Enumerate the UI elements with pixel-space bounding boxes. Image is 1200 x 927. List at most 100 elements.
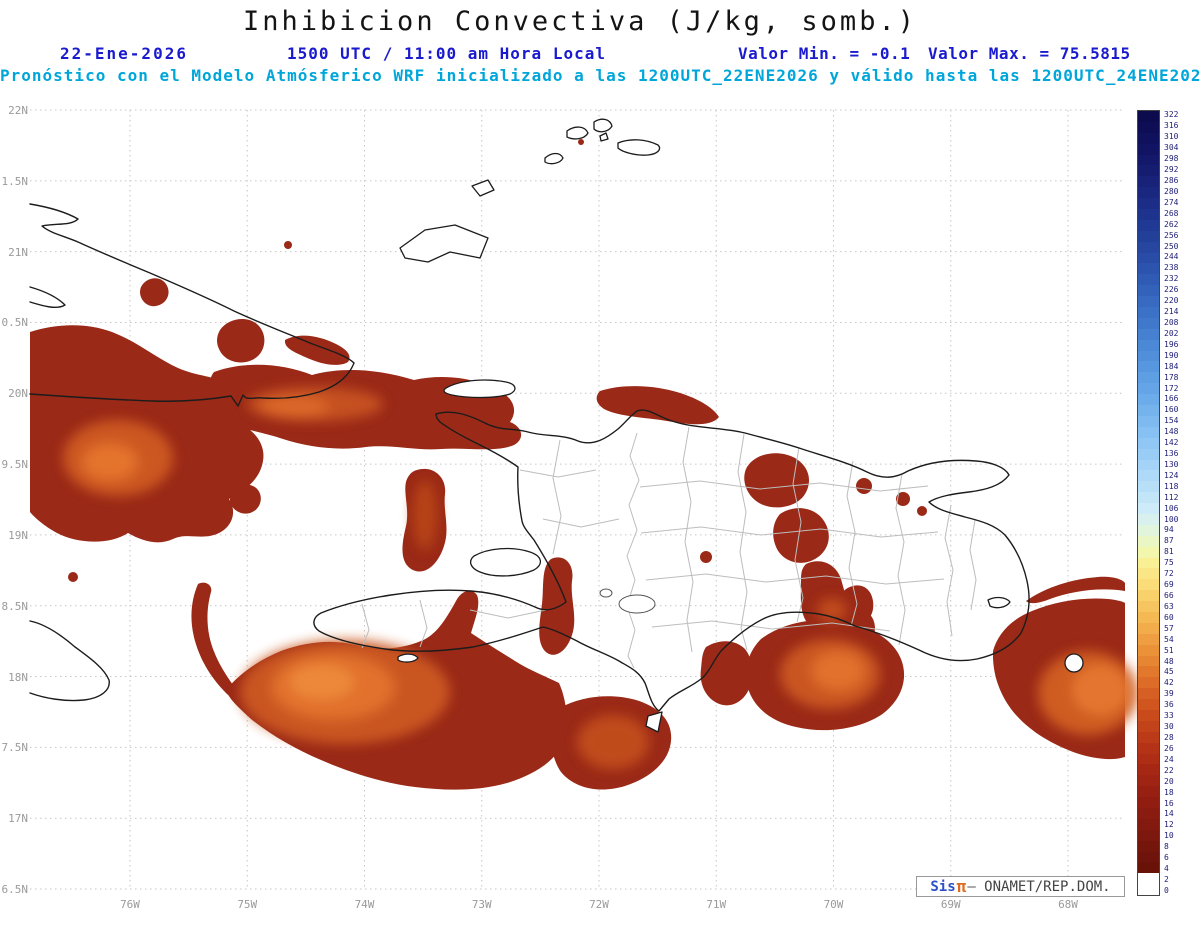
lat-axis-label: 18N [8, 670, 28, 684]
admin-boundary [737, 433, 748, 651]
colorbar-segment [1138, 448, 1159, 460]
colorbar-label: 10 [1164, 831, 1174, 841]
colorbar-label: 24 [1164, 754, 1174, 764]
admin-boundaries-layer [361, 426, 977, 669]
colorbar-label: 20 [1164, 776, 1174, 786]
colorbar-label: 160 [1164, 405, 1179, 415]
valid-time: 1500 UTC / 11:00 am Hora Local [287, 44, 606, 63]
admin-boundary [419, 599, 428, 648]
colorbar-label: 262 [1164, 219, 1179, 229]
colorbar-segment [1138, 677, 1159, 689]
colorbar-label: 57 [1164, 623, 1174, 633]
colorbar-label: 310 [1164, 132, 1179, 142]
admin-boundary [639, 480, 929, 492]
colorbar-segment [1138, 524, 1159, 536]
lon-axis-label: 73W [471, 898, 492, 911]
colorbar-label: 69 [1164, 580, 1174, 590]
colorbar-label: 280 [1164, 186, 1179, 196]
admin-boundary [469, 609, 547, 619]
cin-core [289, 664, 355, 700]
lat-axis-label: 22N [8, 104, 28, 117]
cin-core [811, 651, 865, 691]
colorbar-segment [1138, 753, 1159, 765]
colorbar-label: 238 [1164, 263, 1179, 273]
page-title: Inhibicion Convectiva (J/kg, somb.) [243, 6, 917, 37]
lakes-layer [599, 588, 656, 614]
colorbar-label: 196 [1164, 339, 1179, 349]
cin-blob [191, 582, 242, 700]
cin-blob [596, 386, 719, 425]
beata-island [645, 711, 663, 733]
colorbar-label: 60 [1164, 612, 1174, 622]
lon-axis-label: 70W [823, 898, 844, 911]
colorbar-label: 268 [1164, 208, 1179, 218]
colorbar-segment [1138, 601, 1159, 612]
lon-axis-label: 72W [589, 898, 609, 911]
tortuga-island [443, 379, 516, 399]
max-value-label: Valor Max. = 75.5815 [928, 44, 1131, 63]
colorbar-label: 42 [1164, 678, 1174, 688]
colorbar-label: 292 [1164, 165, 1179, 175]
colorbar-segment [1138, 307, 1159, 318]
little-inagua-island [471, 179, 495, 197]
cin-highlight-layer [63, 387, 1138, 769]
islands-layer [397, 118, 1084, 733]
cin-speck [284, 241, 292, 249]
colorbar-label: 8 [1164, 842, 1169, 852]
colorbar-label: 148 [1164, 427, 1179, 437]
cin-speck [896, 492, 910, 506]
header-line-datetime: 22-Ene-2026 1500 UTC / 11:00 am Hora Loc… [0, 44, 1200, 64]
colorbar-label: 72 [1164, 569, 1174, 579]
colorbar-segment [1138, 535, 1159, 547]
colorbar-label: 18 [1164, 787, 1174, 797]
colorbar-label: 322 [1164, 110, 1179, 120]
colorbar-label: 202 [1164, 328, 1179, 338]
colorbar-segment [1138, 579, 1159, 591]
colorbar-segment [1138, 655, 1159, 667]
colorbar-segment [1138, 818, 1159, 830]
colorbar-label: 36 [1164, 700, 1174, 710]
turks-caicos-island [617, 139, 661, 156]
colorbar-segment [1138, 394, 1159, 406]
colorbar-label: 51 [1164, 645, 1174, 655]
colorbar-label: 94 [1164, 525, 1174, 535]
mona-island [1064, 653, 1084, 673]
cin-speck [578, 139, 584, 145]
colorbar-label: 2 [1164, 874, 1169, 884]
admin-boundary [626, 432, 640, 669]
run-date: 22-Ene-2026 [60, 44, 188, 63]
colorbar-label: 190 [1164, 350, 1179, 360]
colorbar-segment [1138, 339, 1159, 351]
colorbar-label: 154 [1164, 416, 1179, 426]
colorbar-segment [1138, 840, 1159, 852]
lat-axis-label: 20N [8, 387, 28, 401]
colorbar-segment [1138, 317, 1159, 329]
colorbar-segment [1138, 405, 1159, 416]
colorbar-label: 14 [1164, 809, 1174, 819]
colorbar-label: 63 [1164, 601, 1174, 611]
colorbar-label: 208 [1164, 317, 1179, 327]
colorbar-segment [1138, 121, 1159, 133]
cin-blob [838, 585, 874, 625]
colorbar-segment [1138, 187, 1159, 199]
colorbar-segment [1138, 350, 1159, 362]
cin-core [413, 480, 437, 550]
colorbar-segment [1138, 219, 1159, 231]
colorbar-segment [1138, 611, 1159, 623]
colorbar-label: 106 [1164, 503, 1179, 513]
colorbar-segment [1138, 666, 1159, 678]
lon-axis-label: 74W [354, 898, 375, 911]
colorbar-label: 54 [1164, 634, 1174, 644]
admin-boundary [895, 473, 906, 646]
cin-blob [773, 508, 829, 563]
colorbar-label: 28 [1164, 733, 1174, 742]
colorbar-segment [1138, 590, 1159, 602]
colorbar-label: 16 [1164, 798, 1174, 808]
cin-speck [856, 478, 872, 494]
forecast-description: Pronóstico con el Modelo Atmósferico WRF… [0, 66, 1200, 85]
colorbar-label: 0 [1164, 885, 1169, 895]
cin-speck [68, 572, 78, 582]
colorbar-label: 166 [1164, 394, 1179, 404]
colorbar-segment [1138, 731, 1159, 743]
